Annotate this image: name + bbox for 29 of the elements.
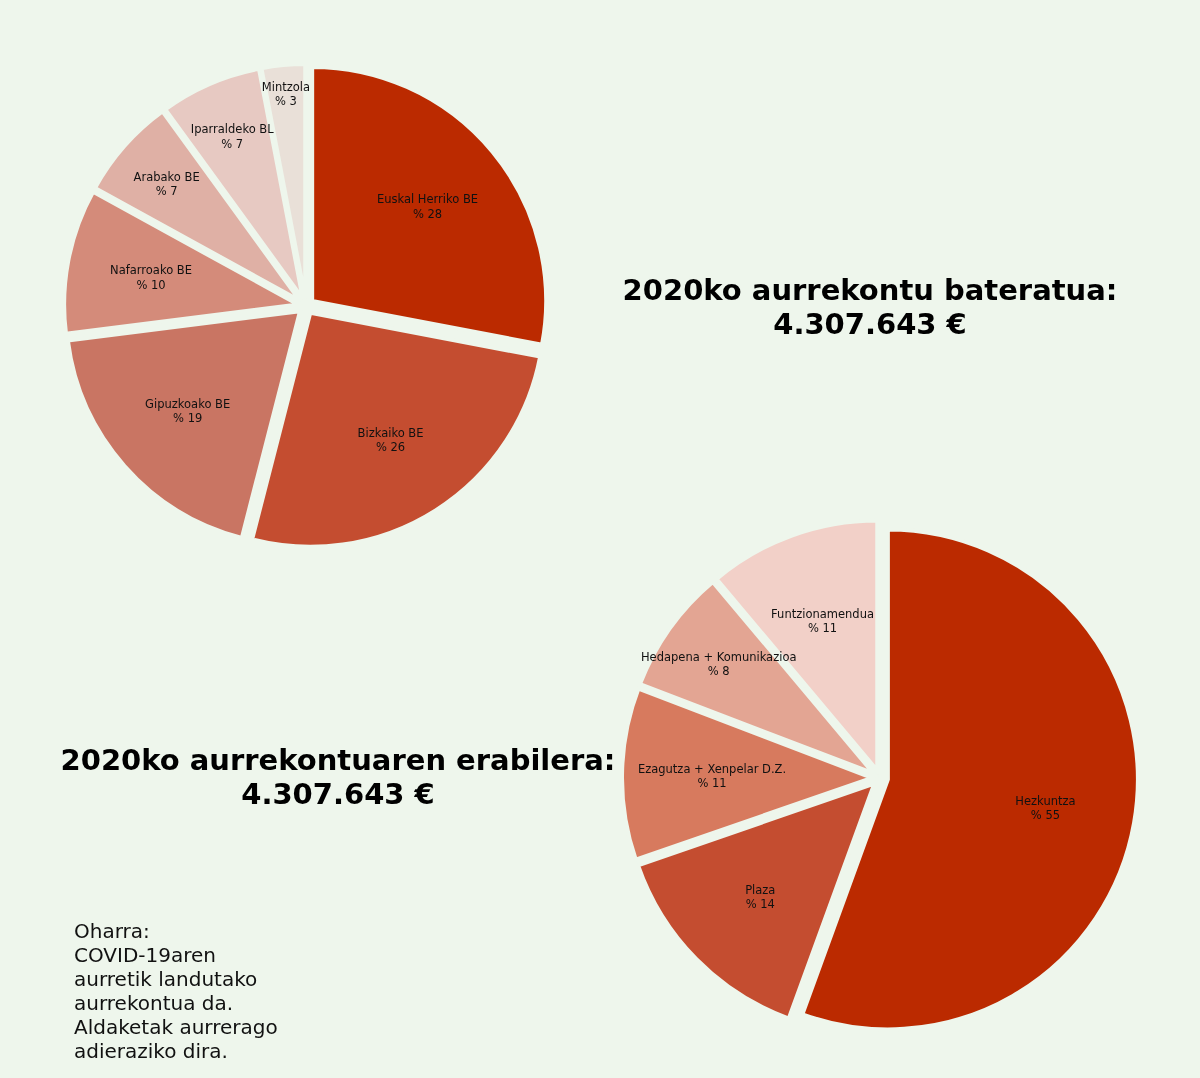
data-label: % 8 [707,664,730,679]
data-label: % 7 [221,136,244,151]
slice-label: Plaza [745,882,776,897]
slice-label: Hezkuntza [1015,793,1076,808]
text: 4.307.643 € [773,307,967,341]
data-label: % 10 [136,277,166,292]
data-label: % 19 [173,411,203,426]
slice-label: Iparraldeko BL [190,122,275,137]
slice-label: Funtzionamendua [771,606,874,621]
text: 2020ko aurrekontu bateratua: [622,273,1118,307]
slice-label: Arabako BE [133,169,200,184]
slice-label: Gipuzkoako BE [145,397,231,412]
slice-label: Ezagutza + Xenpelar D.Z. [637,762,787,777]
slice-label: Bizkaiko BE [357,425,424,440]
data-label: % 55 [1030,808,1061,823]
text: 4.307.643 € [241,777,435,811]
data-label: % 11 [697,776,727,791]
text: 2020ko aurrekontuaren erabilera: [60,743,616,777]
text: Oharra: COVID-19aren aurretik landutako aurrekontua da. Aldaketak aurrerago adieraziko dira. [74,919,278,1063]
data-label: % 26 [375,440,406,455]
data-label: % 7 [155,184,178,199]
data-label: % 11 [807,621,838,636]
data-label: % 14 [745,896,775,911]
slice-label: Mintzola [261,79,310,94]
data-label: % 28 [412,206,443,221]
slice-label: Nafarroako BE [110,263,192,278]
slice-label: Euskal Herriko BE [376,192,479,207]
data-label: % 3 [274,94,297,109]
slice-label: Hedapena + Komunikazioa [640,649,797,664]
